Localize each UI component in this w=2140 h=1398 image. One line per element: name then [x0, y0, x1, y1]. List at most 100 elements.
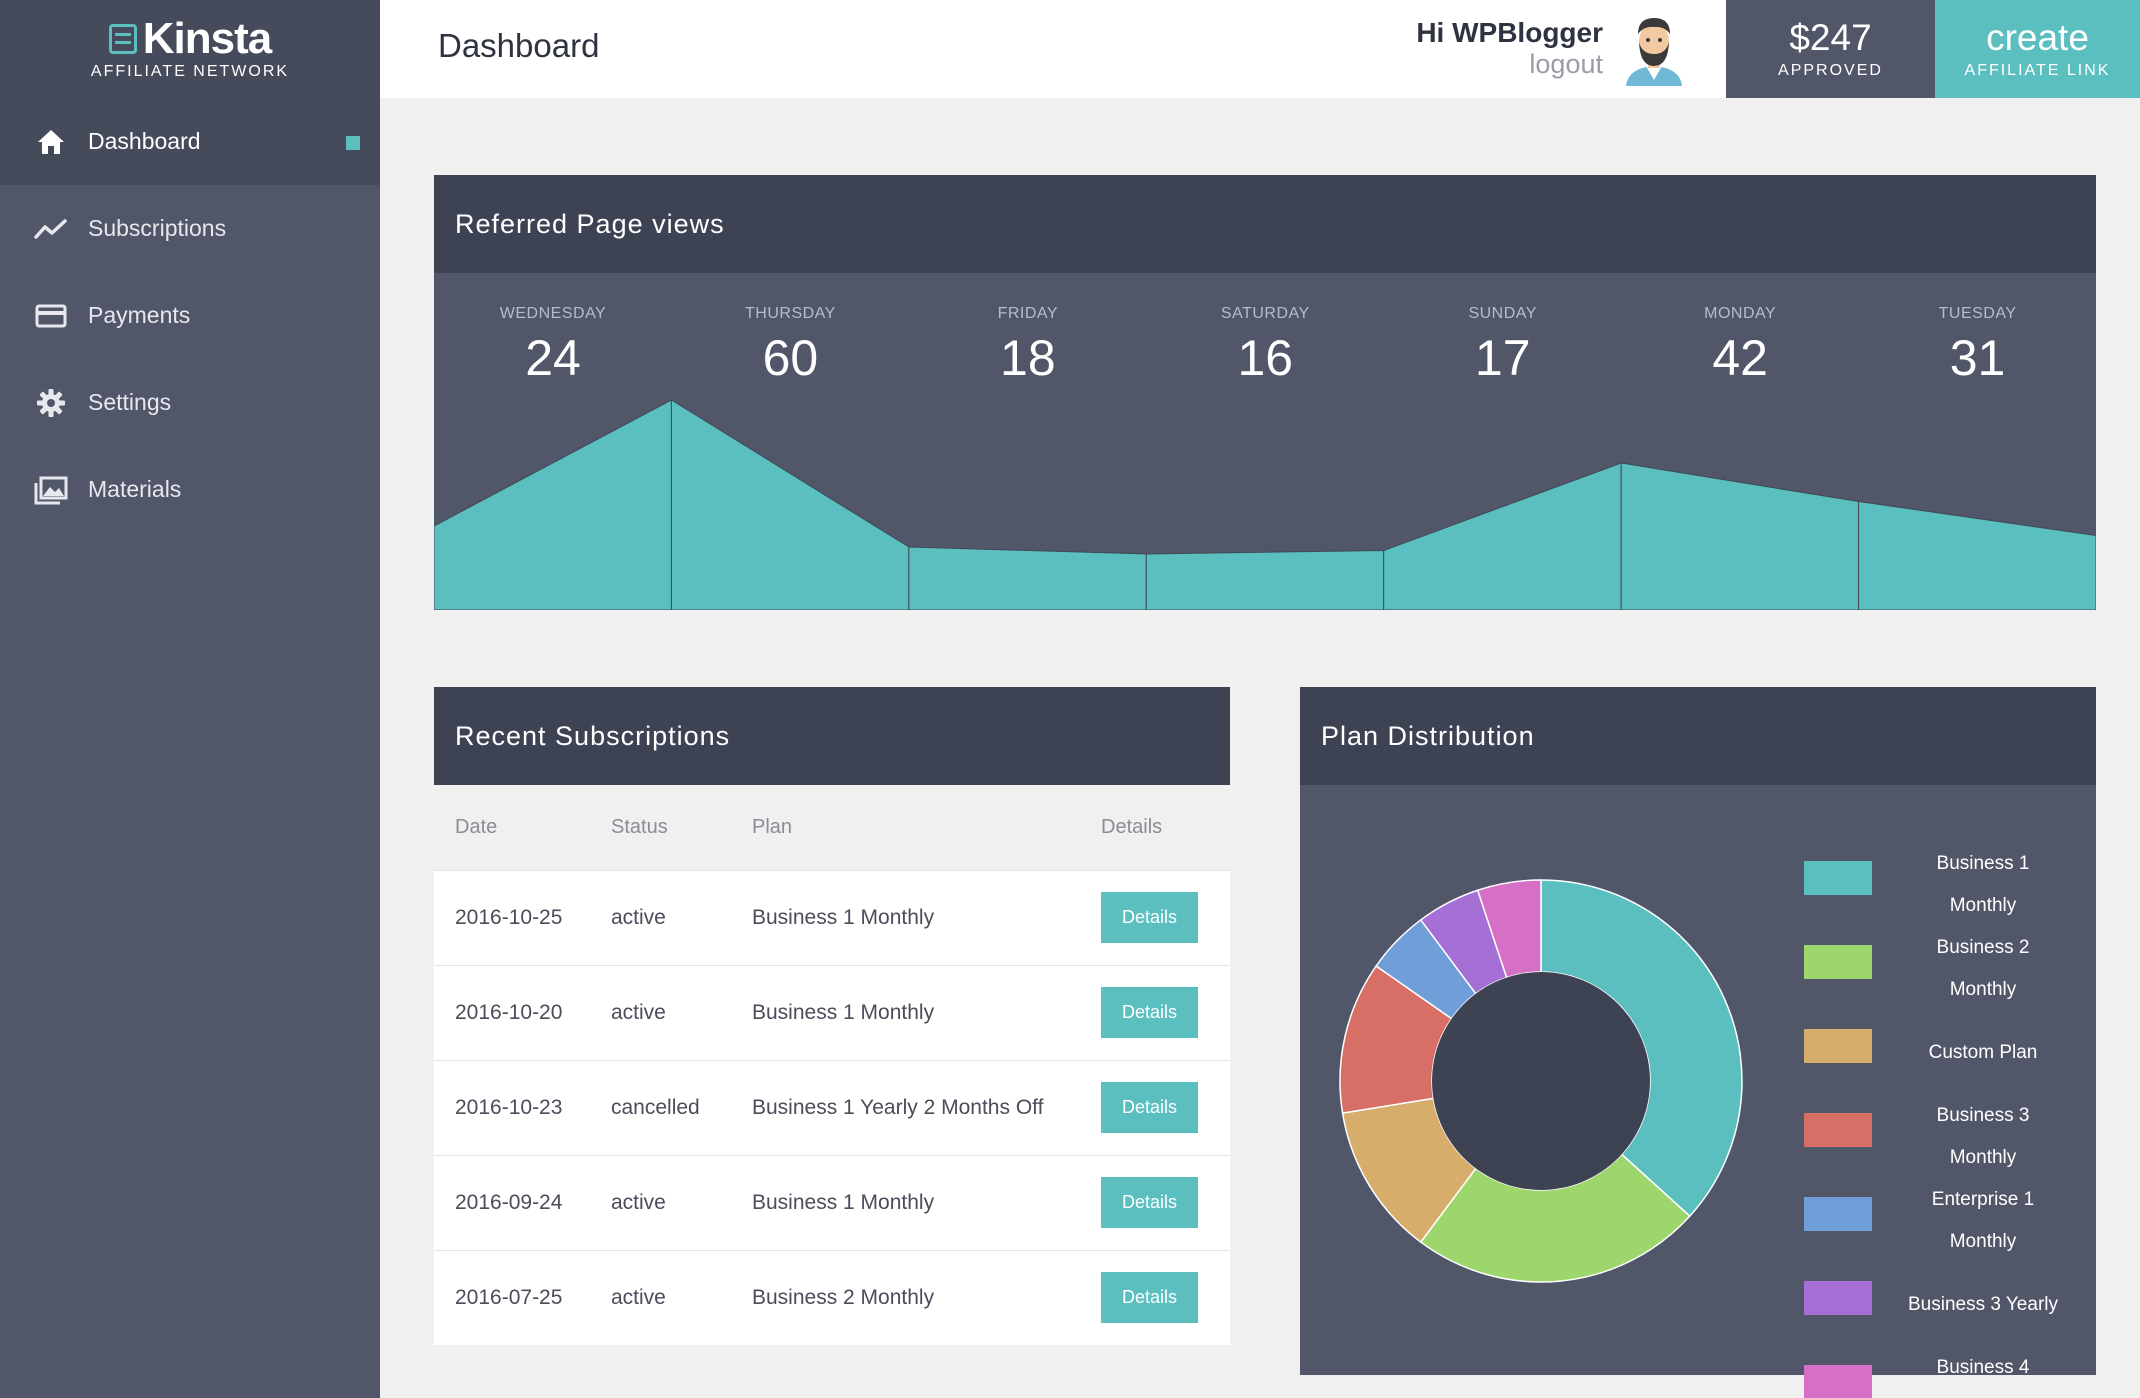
day-name-label: WEDNESDAY	[499, 305, 607, 322]
avatar[interactable]	[1616, 10, 1692, 86]
subscriptions-title: Recent Subscriptions	[434, 687, 1230, 785]
legend-swatch	[1804, 1197, 1872, 1231]
day-column: TUESDAY 31	[1859, 273, 2096, 387]
legend-label-line2: Monthly	[1949, 1231, 2017, 1252]
logo-row: Kinsta	[108, 17, 272, 61]
home-icon	[34, 125, 68, 159]
day-value-label: 42	[1712, 330, 1768, 386]
legend-label-line1: Enterprise 1	[1931, 1189, 2035, 1210]
day-name-label: TUESDAY	[1938, 305, 2017, 322]
create-affiliate-link-button[interactable]: create AFFILIATE LINK	[1935, 0, 2140, 98]
area-segment	[1383, 462, 1622, 610]
details-button[interactable]: Details	[1101, 1177, 1198, 1228]
legend-swatch	[1804, 1365, 1872, 1398]
legend-item: Enterprise 1 Monthly	[1804, 1173, 2084, 1257]
logout-link[interactable]: logout	[1529, 49, 1603, 79]
day-value-label: 17	[1474, 330, 1531, 386]
sidebar-item-materials[interactable]: Materials	[0, 446, 380, 533]
subscriptions-panel: Recent Subscriptions Date Status Plan De…	[434, 687, 1230, 1345]
row-date: 2016-10-23	[455, 1095, 563, 1119]
logo[interactable]: Kinsta AFFILIATE NETWORK	[0, 0, 380, 98]
top-header: Dashboard Hi WPBlogger logout $247 APPRO…	[380, 0, 2140, 98]
legend-item: Business 1 Monthly	[1804, 837, 2084, 921]
area-segment	[1620, 462, 1860, 610]
row-date: 2016-07-25	[455, 1285, 563, 1309]
legend-label: Business 2 Monthly	[1882, 927, 2084, 1011]
row-details-cell: Details	[1080, 1155, 1230, 1250]
sidebar-item-payments[interactable]: Payments	[0, 272, 380, 359]
approved-earnings: $247 APPROVED	[1726, 0, 1935, 98]
table-row: 2016-10-23 cancelled Business 1 Yearly 2 M…	[434, 1060, 1230, 1155]
day-value-label: 31	[1949, 330, 2006, 386]
legend-label: Enterprise 1 Monthly	[1882, 1179, 2084, 1263]
day-column: SUNDAY 17	[1384, 273, 1622, 387]
area-segment	[1858, 500, 2096, 610]
row-plan: Business 1 Monthly	[752, 1000, 935, 1024]
subscriptions-table-body: 2016-10-25 active Business 1 Monthly Detail…	[434, 870, 1230, 1345]
row-status: active	[611, 1000, 666, 1024]
legend-label-line1: Business 2	[1936, 937, 2030, 958]
details-button[interactable]: Details	[1101, 1272, 1198, 1324]
legend-label-line1: Business 4	[1936, 1357, 2030, 1378]
legend-label: Business 4 Monthly	[1882, 1347, 2084, 1398]
plan-distribution-panel: Plan Distribution Business 1 Monthly Busin…	[1300, 687, 2096, 1398]
day-column: THURSDAY 60	[671, 273, 909, 387]
legend-swatch	[1804, 1113, 1872, 1147]
day-name-label: MONDAY	[1704, 305, 1777, 322]
sidebar-item-subscriptions[interactable]: Subscriptions	[0, 185, 380, 272]
sidebar-nav: Dashboard Subscriptions Payments Setting…	[0, 98, 380, 533]
legend-item: Business 3 Monthly	[1804, 1089, 2084, 1173]
legend-label-line2: Monthly	[1949, 979, 2017, 1000]
gear-icon	[34, 386, 68, 420]
create-label: create	[1986, 17, 2089, 58]
day-name-label: SUNDAY	[1468, 305, 1537, 322]
pageviews-panel: Referred Page views WEDNESDAY 24 THURSDAY 6…	[434, 175, 2096, 610]
legend-label: Business 3 Monthly	[1882, 1095, 2084, 1179]
sidebar-item-label: Settings	[88, 389, 172, 415]
sidebar-item-label: Subscriptions	[88, 215, 227, 241]
row-plan: Business 1 Monthly	[752, 1190, 935, 1214]
area-segment	[1145, 549, 1385, 610]
row-status: active	[611, 905, 666, 929]
row-plan: Business 1 Monthly	[752, 905, 935, 929]
details-button[interactable]: Details	[1101, 987, 1198, 1038]
legend-label-line2: Monthly	[1949, 1147, 2017, 1168]
row-plan: Business 1 Yearly 2 Months Off	[752, 1095, 1044, 1119]
pageviews-chart: WEDNESDAY 24 THURSDAY 60 FRIDAY 18 SATURDAY 16 S…	[434, 273, 2096, 610]
legend-label-line2: Monthly	[1949, 895, 2017, 916]
legend-label: Business 1 Monthly	[1882, 843, 2084, 927]
sidebar-item-label: Payments	[88, 302, 191, 328]
legend-swatch	[1804, 945, 1872, 979]
column-header-details: Details	[1101, 815, 1163, 838]
details-button[interactable]: Details	[1101, 892, 1198, 943]
images-icon	[34, 473, 68, 507]
day-value-label: 16	[1237, 330, 1294, 386]
row-date: 2016-09-24	[455, 1190, 563, 1214]
day-value-label: 24	[525, 330, 581, 386]
legend-label-line2: Monthly	[1882, 1389, 2084, 1398]
donut-hole	[1432, 972, 1650, 1190]
pageviews-area-chart	[434, 399, 2096, 610]
table-row: 2016-10-20 active Business 1 Monthly Detail…	[434, 965, 1230, 1060]
legend-swatch	[1804, 1029, 1872, 1063]
day-column: FRIDAY 18	[909, 273, 1147, 387]
row-status: cancelled	[611, 1095, 700, 1119]
sidebar: Kinsta AFFILIATE NETWORK Dashboard Subsc…	[0, 0, 380, 1398]
legend-label: Custom Plan	[1882, 1032, 2084, 1074]
logo-subtitle: AFFILIATE NETWORK	[90, 63, 290, 80]
active-indicator	[346, 136, 360, 150]
legend-label-line1: Business 1	[1936, 853, 2030, 874]
greeting-text: Hi WPBlogger	[1416, 17, 1603, 48]
sidebar-item-label: Dashboard	[88, 128, 201, 154]
sidebar-item-settings[interactable]: Settings	[0, 359, 380, 446]
sidebar-item-dashboard[interactable]: Dashboard	[0, 98, 380, 185]
plan-legend: Business 1 Monthly Business 2 Monthly Custom…	[1804, 837, 2084, 1398]
day-column: WEDNESDAY 24	[434, 273, 672, 387]
table-row: 2016-09-24 active Business 1 Monthly Detail…	[434, 1155, 1230, 1250]
legend-swatch	[1804, 1281, 1872, 1315]
row-details-cell: Details	[1080, 965, 1230, 1060]
approved-amount: $247	[1789, 17, 1872, 58]
row-details-cell: Details	[1080, 1250, 1230, 1345]
details-button[interactable]: Details	[1101, 1082, 1198, 1133]
page-title: Dashboard	[438, 27, 600, 64]
